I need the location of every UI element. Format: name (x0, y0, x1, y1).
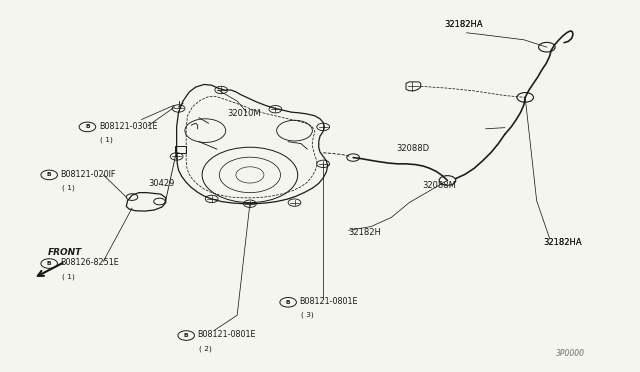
Text: B08121-0301E: B08121-0301E (99, 122, 157, 131)
Text: ( 3): ( 3) (301, 312, 314, 318)
Text: 3P0000: 3P0000 (556, 349, 585, 358)
Text: ( 1): ( 1) (62, 273, 75, 280)
Text: 3P0000: 3P0000 (556, 349, 585, 358)
Text: B: B (47, 173, 51, 177)
Text: B: B (85, 124, 90, 129)
Text: B08121-020lF: B08121-020lF (61, 170, 116, 179)
Text: 30429: 30429 (148, 179, 174, 188)
Text: B: B (286, 300, 291, 305)
Text: FRONT: FRONT (48, 248, 82, 257)
Text: 32182HA: 32182HA (543, 238, 582, 247)
Text: 32182HA: 32182HA (444, 20, 483, 29)
Text: B: B (47, 261, 51, 266)
Text: 32088M: 32088M (422, 181, 456, 190)
Text: B08126-8251E: B08126-8251E (61, 258, 120, 267)
Text: B08121-0801E: B08121-0801E (198, 330, 256, 339)
Text: 32182HA: 32182HA (543, 238, 582, 247)
Text: 32010M: 32010M (228, 109, 261, 118)
Text: 32088D: 32088D (396, 144, 429, 153)
Text: ( 1): ( 1) (62, 185, 75, 191)
Text: 32182H: 32182H (349, 228, 381, 237)
Text: ( 1): ( 1) (100, 137, 113, 143)
Text: 32182HA: 32182HA (444, 20, 483, 29)
Text: B: B (184, 333, 188, 338)
Text: ( 2): ( 2) (199, 345, 212, 352)
Text: B08121-0801E: B08121-0801E (300, 297, 358, 306)
